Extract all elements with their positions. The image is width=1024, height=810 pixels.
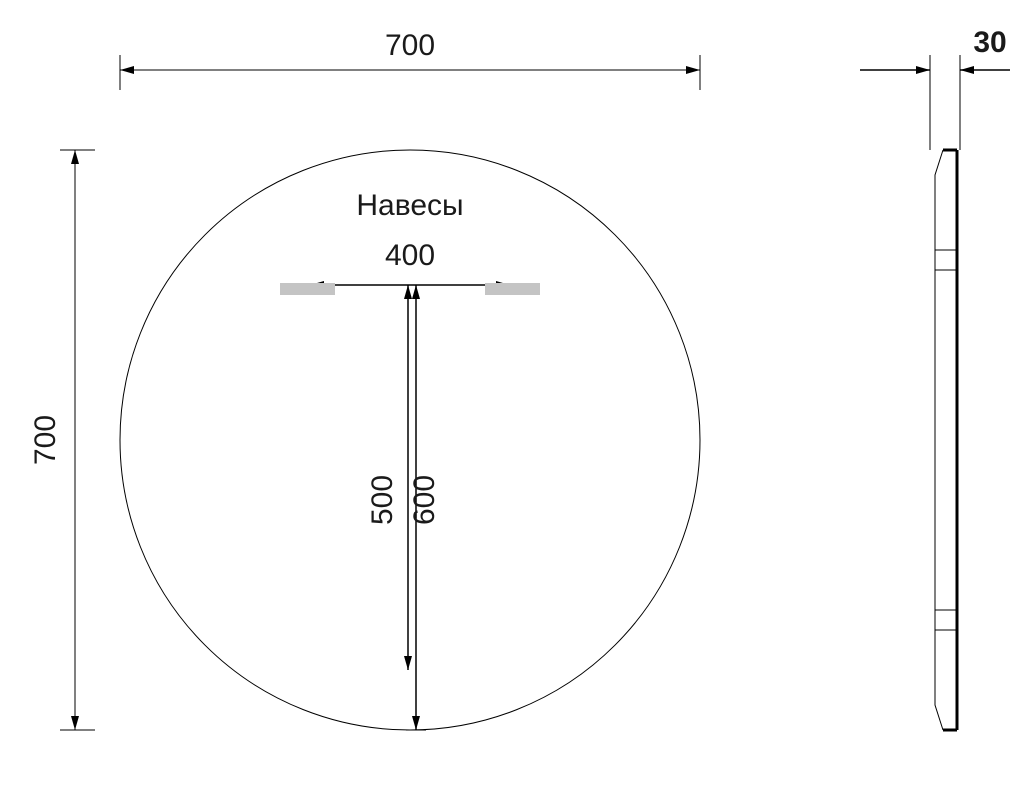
front-view-circle: [120, 150, 700, 730]
dim-inner-600-label: 600: [408, 475, 441, 525]
side-view-front: [935, 150, 943, 730]
bracket-left: [280, 283, 335, 295]
hangers-label: Навесы: [356, 189, 463, 222]
bracket-right: [485, 283, 540, 295]
dim-inner-500-label: 500: [366, 475, 399, 525]
dim-left-height-label: 700: [29, 415, 62, 465]
dim-top-width-label: 700: [385, 29, 435, 62]
dim-bracket-spacing-label: 400: [385, 239, 435, 272]
dim-depth-label: 30: [973, 26, 1006, 59]
